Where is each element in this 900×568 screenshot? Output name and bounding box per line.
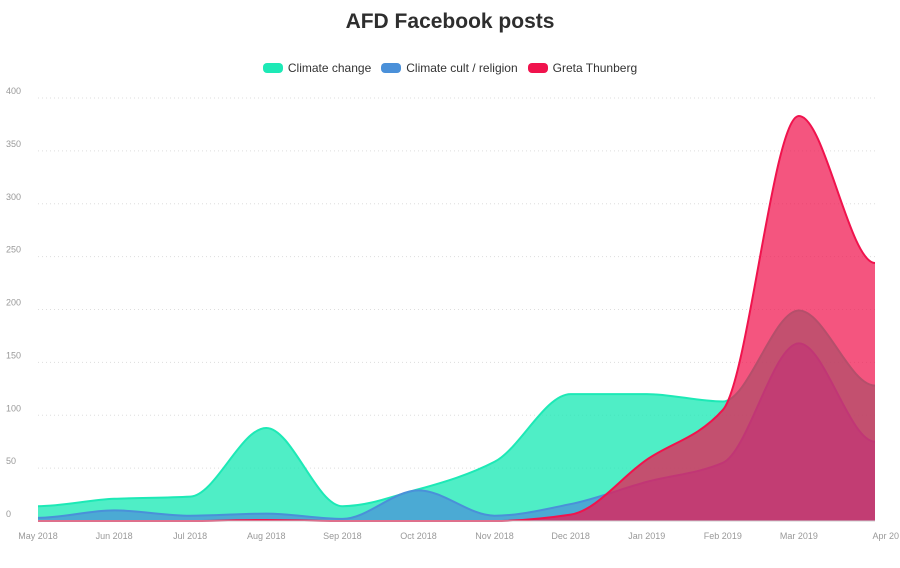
- y-axis: 0 50 100 150 200 250 300 350 400: [6, 86, 21, 519]
- x-tick-label: Feb 2019: [704, 531, 742, 541]
- area-greta-thunberg: [38, 115, 875, 521]
- x-tick-label: Apr 20: [872, 531, 899, 541]
- legend: Climate change Climate cult / religion G…: [0, 61, 900, 75]
- legend-label-climate-cult: Climate cult / religion: [406, 61, 518, 75]
- chart-title: AFD Facebook posts: [345, 10, 555, 33]
- y-tick-label: 100: [6, 403, 21, 413]
- legend-swatch-greta-thunberg: [527, 63, 548, 73]
- y-tick-label: 0: [6, 509, 11, 519]
- legend-item-greta-thunberg[interactable]: Greta Thunberg: [527, 61, 638, 75]
- legend-label-greta-thunberg: Greta Thunberg: [552, 61, 638, 75]
- x-tick-label: Nov 2018: [475, 531, 514, 541]
- legend-item-climate-change[interactable]: Climate change: [262, 61, 372, 75]
- x-tick-label: Dec 2018: [551, 531, 590, 541]
- legend-swatch-climate-cult: [381, 63, 402, 73]
- y-tick-label: 250: [6, 245, 21, 255]
- x-tick-label: Sep 2018: [323, 531, 362, 541]
- x-tick-label: Jan 2019: [628, 531, 665, 541]
- legend-label-climate-change: Climate change: [287, 61, 372, 75]
- x-tick-label: Aug 2018: [247, 531, 286, 541]
- legend-item-climate-cult[interactable]: Climate cult / religion: [381, 61, 518, 75]
- y-tick-label: 300: [6, 192, 21, 202]
- legend-swatch-climate-change: [262, 63, 283, 73]
- x-tick-label: Mar 2019: [780, 531, 818, 541]
- x-tick-label: May 2018: [18, 531, 58, 541]
- y-tick-label: 400: [6, 86, 21, 96]
- x-tick-label: Jun 2018: [96, 531, 133, 541]
- y-tick-label: 350: [6, 139, 21, 149]
- x-axis: May 2018 Jun 2018 Jul 2018 Aug 2018 Sep 2018…: [18, 520, 899, 541]
- y-tick-label: 150: [6, 350, 21, 360]
- x-tick-label: Jul 2018: [173, 531, 207, 541]
- series-layer: [37, 114, 876, 522]
- y-tick-label: 200: [6, 298, 21, 308]
- y-tick-label: 50: [6, 456, 16, 466]
- x-tick-label: Oct 2018: [400, 531, 437, 541]
